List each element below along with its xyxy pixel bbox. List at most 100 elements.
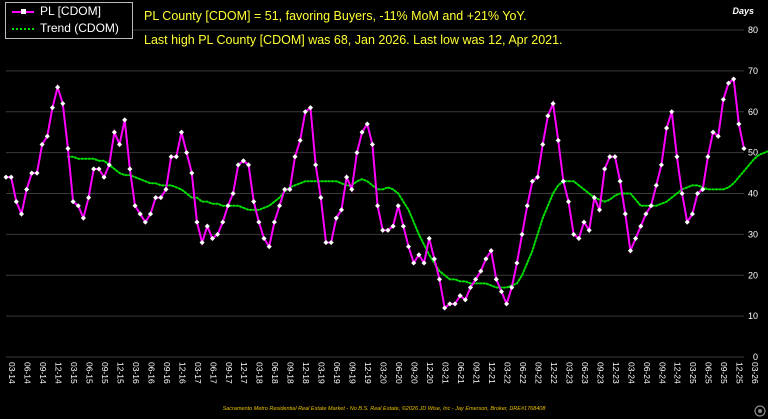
pl-point (147, 211, 154, 217)
pl-point (658, 162, 664, 168)
pl-point (504, 301, 510, 307)
x-tick-label: 06-25 (704, 362, 714, 384)
pl-point (60, 101, 66, 107)
pl-point (535, 174, 541, 180)
pl-point (741, 145, 747, 152)
x-tick-label: 06-14 (22, 362, 32, 384)
pl-point (70, 199, 76, 205)
pl-point (328, 240, 334, 246)
pl-point (251, 199, 257, 205)
legend-marker-icon (21, 9, 26, 14)
pl-point (498, 289, 504, 295)
pl-point (653, 182, 659, 188)
pl-point (266, 244, 272, 250)
x-tick-label: 06-16 (146, 362, 156, 384)
grid (6, 29, 744, 358)
x-tick-label: 06-18 (270, 362, 280, 384)
pl-point (442, 305, 448, 311)
pl-point (8, 174, 14, 180)
pl-point (282, 186, 288, 192)
annotation-high-low: Last high PL County [CDOM] was 68, Jan 2… (144, 33, 563, 47)
pl-point (142, 219, 148, 225)
x-tick-label: 09-19 (348, 362, 358, 384)
y-tick-label: 0 (753, 352, 758, 362)
x-tick-label: 03-25 (688, 362, 698, 384)
units-label: Days (732, 6, 754, 16)
pl-point (462, 297, 468, 303)
pl-point (153, 195, 159, 201)
x-tick-label: 12-24 (673, 362, 683, 384)
pl-point (524, 203, 530, 209)
annotation-current: PL County [CDOM] = 51, favoring Buyers, … (144, 9, 527, 23)
pl-point (318, 195, 324, 201)
x-tick-label: 09-16 (162, 362, 172, 384)
pl-point (292, 154, 298, 160)
y-axis: 0 10 20 30 40 50 60 70 80 (748, 25, 758, 362)
pl-point (178, 129, 185, 135)
pl-point (705, 154, 711, 160)
pl-point (633, 235, 639, 242)
footer-credit: Sacramento Metro Residential Real Estate… (222, 406, 546, 412)
pl-point (426, 235, 432, 242)
pl-point (488, 248, 494, 254)
x-tick-label: 06-24 (642, 362, 652, 384)
pl-point (209, 235, 215, 242)
pl-point (565, 199, 572, 205)
pl-point (240, 158, 246, 164)
pl-point (720, 96, 726, 103)
legend-label-pl: PL [CDOM] (40, 4, 101, 18)
pl-point (452, 301, 458, 307)
x-tick-label: 09-20 (410, 362, 420, 384)
pl-point (297, 137, 303, 143)
x-tick-label: 12-14 (53, 362, 63, 384)
pl-point (235, 162, 241, 168)
pl-point (323, 240, 329, 246)
pl-point (24, 186, 30, 192)
x-tick-label: 03-14 (7, 362, 17, 384)
pl-point (215, 231, 221, 237)
pl-point (607, 154, 613, 160)
pl-point (194, 219, 200, 225)
x-tick-label: 03-21 (441, 362, 451, 384)
x-tick-label: 12-16 (177, 362, 187, 384)
pl-point (493, 276, 499, 282)
pl-point (395, 203, 401, 209)
pl-point (473, 276, 479, 282)
trend-series (66, 150, 768, 289)
pl-point (385, 227, 391, 233)
x-tick-label: 03-16 (131, 362, 141, 384)
pl-point (622, 211, 628, 217)
y-tick-label: 80 (748, 25, 758, 35)
pl-point (225, 203, 231, 209)
pl-point (271, 219, 277, 225)
pl-point (158, 195, 164, 201)
trend-line (66, 150, 768, 289)
x-tick-label: 06-20 (394, 362, 404, 384)
pl-point (220, 219, 226, 225)
x-tick-label: 12-19 (363, 362, 373, 384)
pl-point (44, 133, 50, 139)
pl-point (467, 284, 474, 291)
pl-point (576, 235, 582, 242)
pl-point (669, 109, 675, 115)
pl-point (349, 186, 355, 192)
pl-point (246, 162, 252, 168)
x-tick-label: 06-23 (580, 362, 590, 384)
pl-point (168, 154, 174, 160)
pl-point (111, 129, 117, 135)
pl-point (101, 174, 107, 180)
pl-point (199, 240, 205, 246)
x-tick-label: 09-25 (719, 362, 729, 384)
x-tick-label: 03-17 (193, 362, 203, 384)
x-tick-label: 09-17 (224, 362, 234, 384)
x-tick-label: 03-26 (750, 362, 760, 384)
pl-point (436, 276, 443, 282)
x-tick-label: 03-22 (502, 362, 512, 384)
x-tick-label: 09-18 (286, 362, 296, 384)
x-tick-label: 09-24 (657, 362, 667, 384)
logo-icon (754, 405, 766, 417)
x-tick-label: 12-17 (239, 362, 249, 384)
pl-point (431, 256, 437, 262)
x-tick-label: 03-24 (626, 362, 636, 384)
